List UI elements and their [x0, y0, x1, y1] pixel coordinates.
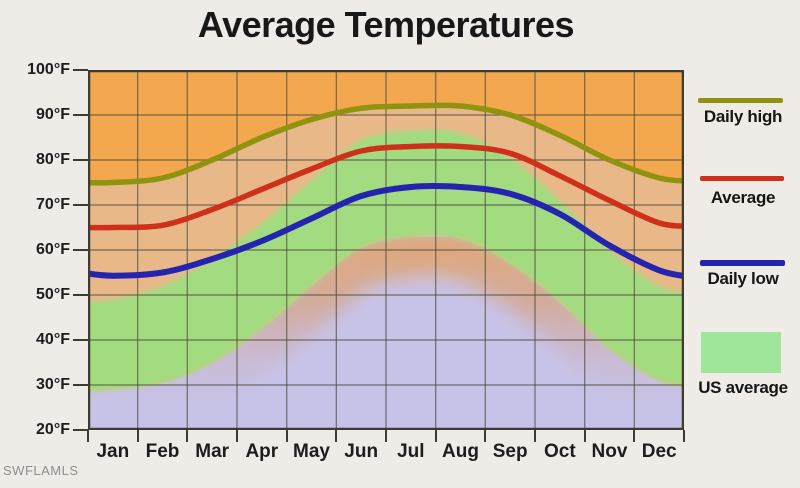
daily-low-line [88, 183, 684, 279]
x-axis-tick [285, 430, 288, 442]
daily-high-legend-swatch [698, 98, 783, 103]
y-axis-tick [73, 114, 88, 116]
y-axis-label: 70°F [36, 196, 70, 213]
average-legend-label: Average [710, 188, 776, 207]
daily-low-legend-swatch [700, 260, 785, 266]
daily-low-legend-label: Daily low [707, 269, 779, 288]
temperature-lines [88, 102, 684, 279]
y-axis-tick [73, 249, 88, 251]
x-axis-label-oct: Oct [543, 441, 576, 462]
y-axis-tick [73, 429, 88, 431]
x-axis-label-jun: Jun [344, 441, 379, 462]
gridlines [88, 70, 684, 430]
x-axis-tick [87, 430, 89, 442]
us-average-legend-label: US average [698, 378, 788, 397]
y-axis-label: 40°F [36, 331, 70, 348]
average-line [88, 143, 684, 231]
x-axis-tick [434, 430, 437, 442]
x-axis-label-feb: Feb [145, 441, 180, 462]
y-axis-tick [73, 384, 88, 386]
y-axis-tick [73, 339, 88, 341]
x-axis-tick [136, 430, 139, 442]
x-axis-tick [484, 430, 487, 442]
y-axis-tick [73, 159, 88, 161]
x-axis-tick [534, 430, 536, 442]
x-axis-label-apr: Apr [245, 441, 279, 462]
average-legend-swatch [700, 176, 784, 181]
us-average-legend-swatch [701, 332, 781, 373]
x-axis-tick [583, 430, 586, 442]
x-axis-tick [683, 430, 685, 442]
x-axis-label-dec: Dec [641, 441, 677, 462]
y-axis-label: 100°F [27, 61, 70, 78]
x-axis-label-nov: Nov [591, 441, 628, 462]
daily-high-legend-label: Daily high [703, 107, 783, 126]
legend: Daily high Average Daily low US average [686, 0, 800, 488]
x-axis-tick [385, 430, 387, 442]
temperature-chart-svg [88, 70, 684, 430]
y-axis-label: 90°F [36, 106, 70, 123]
y-axis-label: 60°F [36, 241, 70, 258]
y-axis-tick [73, 69, 88, 71]
x-axis-label-jul: Jul [397, 441, 425, 462]
x-axis-label-aug: Aug [442, 441, 479, 462]
y-axis-label: 50°F [36, 286, 70, 303]
x-axis-label-mar: Mar [195, 441, 230, 462]
y-axis-label: 80°F [36, 151, 70, 168]
page-title: Average Temperatures [197, 4, 575, 45]
plot-area [88, 70, 684, 430]
watermark: SWFLAMLS [3, 463, 79, 478]
x-axis-tick [186, 430, 189, 442]
daily-high-line [88, 102, 684, 186]
y-axis-tick [73, 294, 88, 296]
x-axis-label-jan: Jan [96, 441, 130, 462]
x-axis-tick [633, 430, 636, 442]
plot-border [88, 70, 684, 430]
y-axis-label: 30°F [36, 376, 70, 393]
x-axis-label-may: May [293, 441, 330, 462]
y-axis-tick [73, 204, 88, 206]
y-axis-label: 20°F [36, 421, 70, 438]
x-axis-tick [335, 430, 338, 442]
x-axis-label-sep: Sep [492, 441, 528, 462]
x-axis-tick [236, 430, 238, 442]
